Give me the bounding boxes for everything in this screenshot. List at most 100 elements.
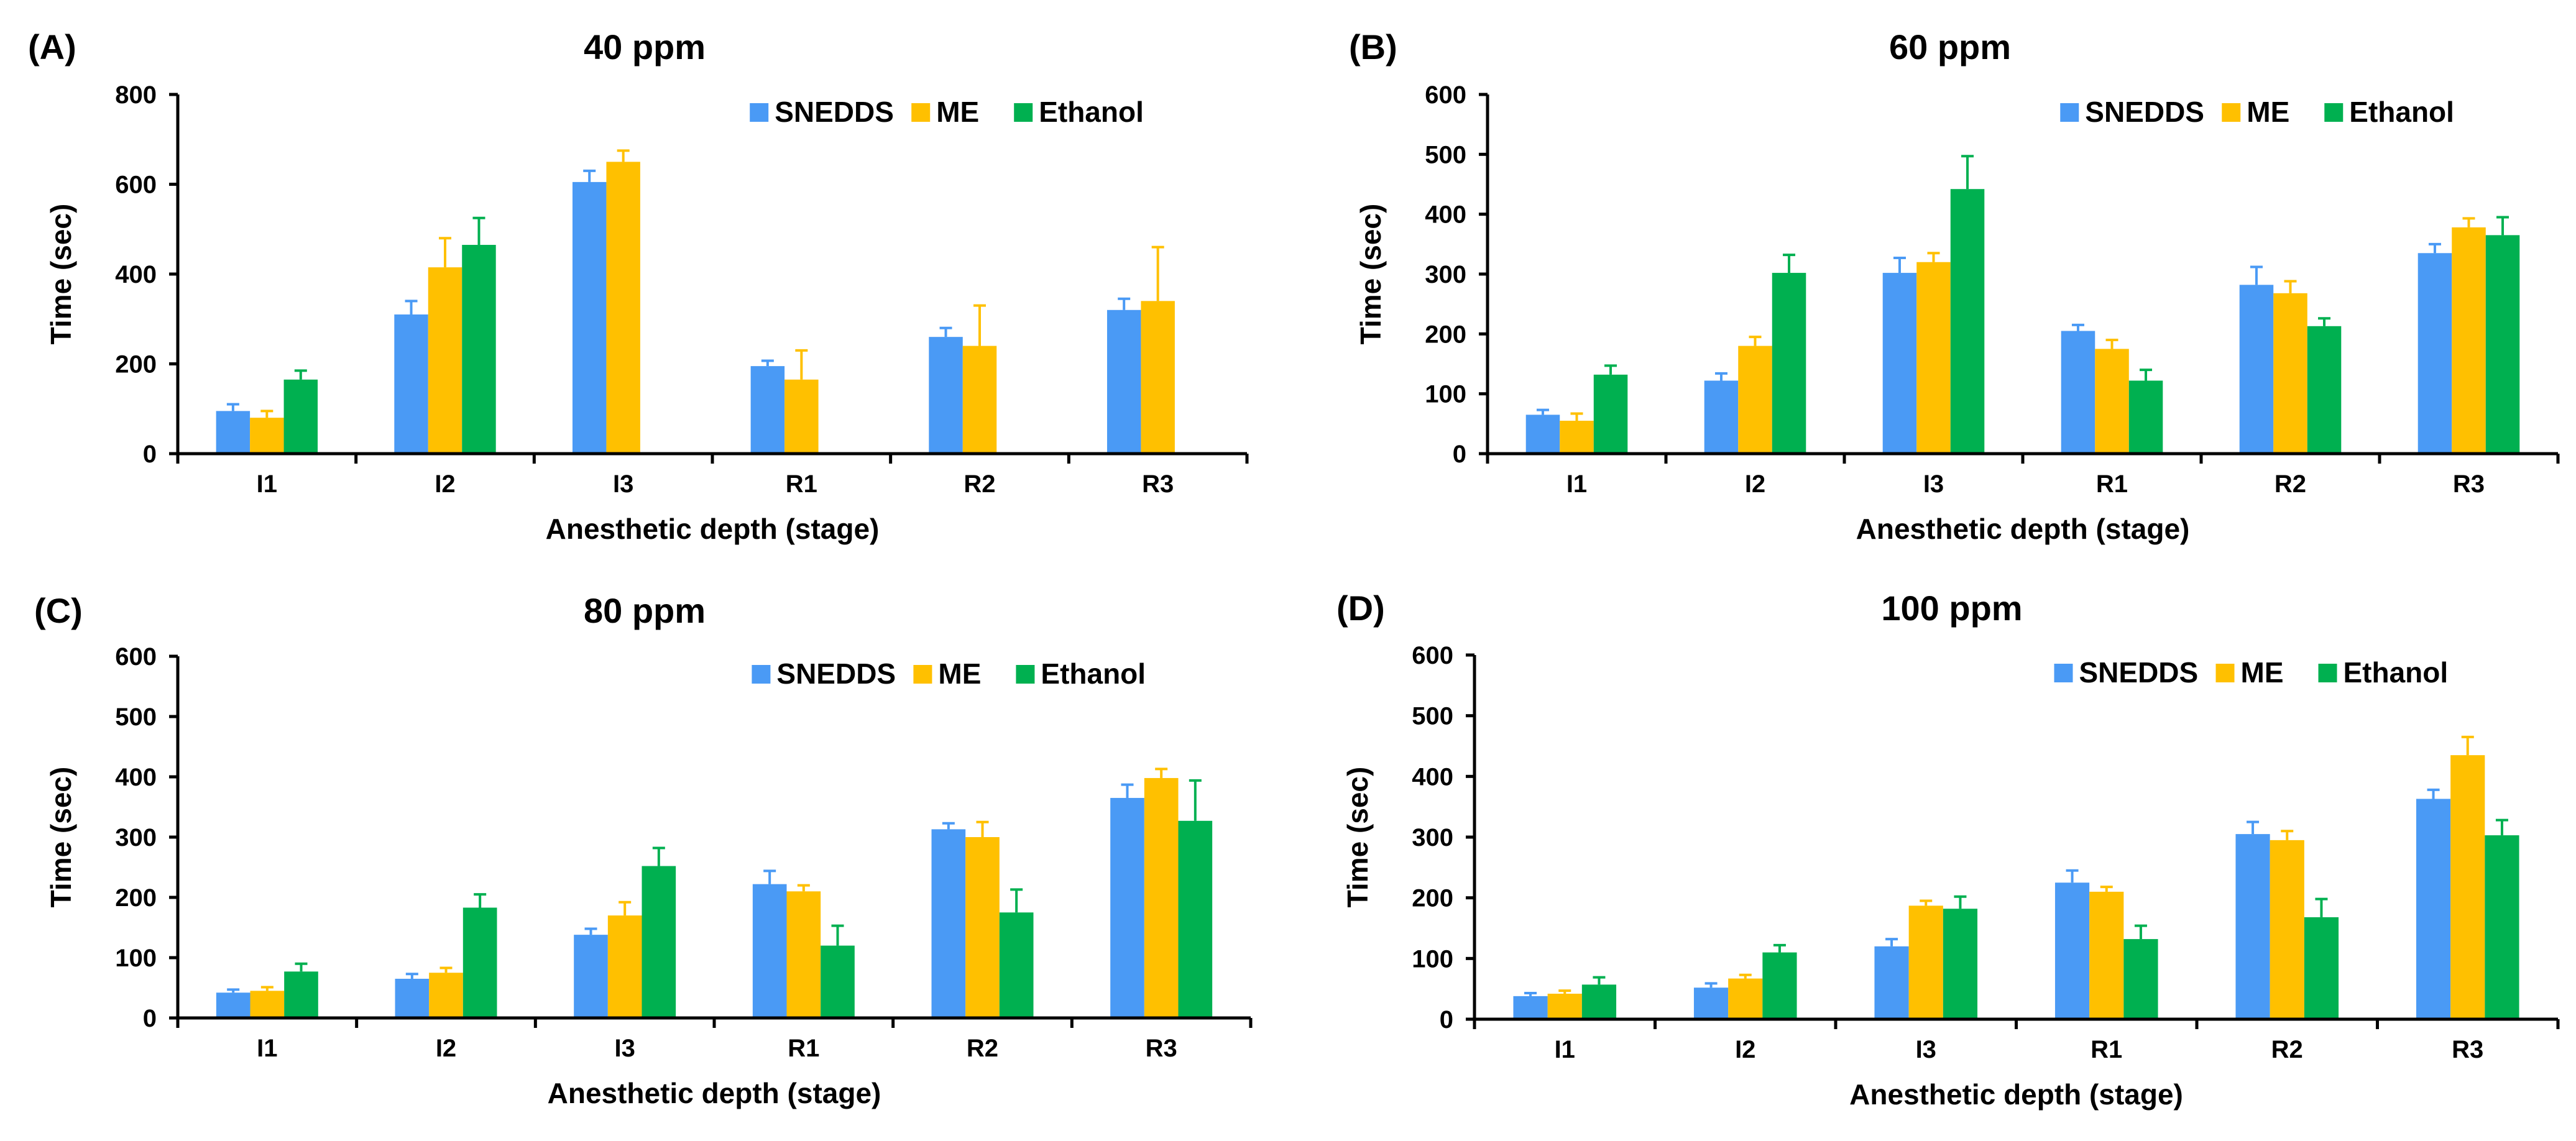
- bar-snedds-i1: [1513, 996, 1548, 1019]
- bar-snedds-r2: [2235, 834, 2270, 1019]
- y-tick-label: 0: [1440, 1006, 1453, 1033]
- panel-label: (C): [34, 591, 83, 630]
- bar-me-i2: [429, 973, 463, 1018]
- bar-ethanol-i3: [1943, 909, 1978, 1019]
- bar-ethanol-r3: [2485, 235, 2520, 454]
- legend-swatch-ethanol: [1016, 665, 1035, 684]
- legend-label-ethanol: Ethanol: [2344, 656, 2449, 689]
- y-tick-label: 0: [143, 441, 157, 468]
- legend-label-snedds: SNEDDS: [776, 658, 896, 690]
- bar-me-i3: [606, 162, 640, 454]
- y-tick-label: 800: [115, 81, 157, 109]
- y-tick-label: 600: [1412, 642, 1453, 669]
- bar-snedds-r3: [1106, 309, 1141, 454]
- bar-ethanol-i2: [462, 245, 496, 454]
- bar-ethanol-r3: [2485, 835, 2519, 1019]
- bar-ethanol-i1: [1581, 984, 1617, 1019]
- bar-snedds-i2: [1704, 380, 1739, 454]
- y-tick-label: 500: [1412, 703, 1453, 730]
- bar-ethanol-i1: [284, 971, 318, 1018]
- legend-swatch-ethanol: [1014, 103, 1033, 122]
- legend-swatch-me: [2215, 664, 2235, 682]
- bar-snedds-r2: [931, 829, 966, 1018]
- x-tick-label: R3: [2452, 1036, 2483, 1063]
- legend-label-me: ME: [936, 96, 979, 128]
- y-tick-label: 400: [115, 764, 157, 791]
- bar-ethanol-r1: [821, 945, 855, 1018]
- chart-title: 40 ppm: [584, 27, 706, 66]
- bar-me-r2: [965, 837, 1000, 1018]
- legend-label-me: ME: [2247, 96, 2289, 128]
- x-tick-label: R1: [2091, 1036, 2122, 1063]
- y-tick-label: 300: [115, 824, 157, 851]
- x-tick-label: R2: [2271, 1036, 2303, 1063]
- y-tick-label: 500: [115, 703, 157, 731]
- x-tick-label: R1: [2096, 470, 2128, 498]
- y-tick-label: 0: [143, 1005, 157, 1032]
- bar-snedds-i3: [1882, 273, 1917, 454]
- bar-snedds-r3: [2417, 253, 2452, 454]
- bar-me-r3: [1141, 301, 1175, 454]
- bar-snedds-r1: [752, 884, 787, 1018]
- y-tick-label: 200: [1412, 885, 1453, 912]
- bar-ethanol-i1: [283, 379, 318, 454]
- y-axis-label: Time (sec): [1355, 204, 1387, 345]
- y-tick-label: 600: [115, 172, 157, 199]
- chart-title: 60 ppm: [1889, 27, 2011, 66]
- bar-snedds-i3: [572, 181, 607, 454]
- bar-ethanol-r1: [2128, 380, 2163, 454]
- bar-ethanol-i1: [1593, 374, 1628, 454]
- y-axis-label: Time (sec): [45, 767, 77, 908]
- legend-label-me: ME: [938, 658, 981, 690]
- y-tick-label: 200: [1425, 321, 1466, 348]
- y-tick-label: 600: [1425, 81, 1466, 109]
- bar-me-i2: [428, 267, 462, 454]
- bar-me-i3: [607, 915, 642, 1018]
- bar-ethanol-r3: [1178, 820, 1213, 1018]
- legend-swatch-snedds: [2054, 664, 2073, 682]
- x-tick-label: R3: [2453, 470, 2485, 498]
- y-tick-label: 0: [1453, 441, 1466, 468]
- chart-panel-4: (D) 100 ppm 0 100 200 300 400 500 600 I1 I2 I3 R1 R2 R…: [1336, 589, 2560, 1111]
- x-axis-label: Anesthetic depth (stage): [546, 513, 880, 545]
- x-tick-label: I1: [257, 1035, 277, 1062]
- bar-me-i1: [250, 991, 285, 1018]
- legend-label-snedds: SNEDDS: [2085, 96, 2204, 128]
- bar-me-r3: [2452, 227, 2486, 454]
- x-tick-label: I2: [1735, 1036, 1755, 1063]
- y-tick-label: 300: [1412, 824, 1453, 851]
- x-tick-label: I1: [257, 470, 277, 498]
- chart-title: 100 ppm: [1881, 589, 2022, 628]
- bar-ethanol-i3: [1950, 189, 1985, 454]
- bar-me-i2: [1728, 978, 1763, 1019]
- bar-snedds-i1: [216, 411, 251, 454]
- x-axis-label: Anesthetic depth (stage): [548, 1077, 881, 1109]
- bar-snedds-i3: [1874, 946, 1909, 1019]
- legend-swatch-snedds: [750, 103, 769, 122]
- legend-swatch-me: [2222, 103, 2241, 122]
- chart-title: 80 ppm: [584, 591, 706, 630]
- x-tick-label: I1: [1566, 470, 1587, 498]
- bar-me-r1: [2095, 349, 2129, 454]
- bar-snedds-i1: [1525, 415, 1560, 454]
- bar-snedds-r1: [2054, 882, 2090, 1019]
- bar-me-r2: [2273, 293, 2307, 454]
- y-axis-label: Time (sec): [45, 204, 77, 345]
- legend-swatch-me: [913, 665, 932, 684]
- bar-ethanol-r1: [2123, 939, 2158, 1019]
- x-tick-label: I3: [1923, 470, 1944, 498]
- panel-label: (D): [1336, 589, 1385, 628]
- bar-me-r2: [2270, 840, 2304, 1019]
- legend-swatch-snedds: [2060, 103, 2079, 122]
- bar-snedds-r3: [1110, 797, 1144, 1018]
- y-tick-label: 500: [1425, 141, 1466, 168]
- panel-label: (B): [1349, 27, 1397, 66]
- bar-ethanol-i2: [1762, 952, 1797, 1019]
- y-tick-label: 400: [1412, 763, 1453, 790]
- x-tick-label: I2: [436, 1035, 456, 1062]
- panel-label: (A): [28, 27, 76, 66]
- bar-me-r2: [962, 346, 997, 454]
- bar-me-i1: [1560, 421, 1594, 454]
- x-tick-label: I3: [613, 470, 633, 498]
- y-axis-label: Time (sec): [1341, 767, 1374, 908]
